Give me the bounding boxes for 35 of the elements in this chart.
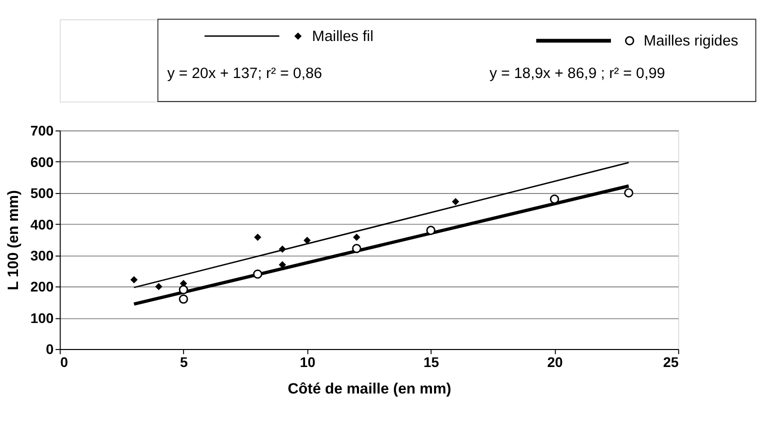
legend-label: Mailles rigides bbox=[644, 32, 738, 50]
x-tick-label: 10 bbox=[300, 354, 316, 370]
point bbox=[624, 188, 634, 198]
point bbox=[278, 245, 286, 253]
point bbox=[254, 234, 262, 241]
point bbox=[130, 276, 138, 284]
x-axis-title: Côté de maille (en mm) bbox=[288, 380, 452, 398]
y-tick-label: 500 bbox=[30, 185, 54, 202]
x-tick-label: 20 bbox=[547, 354, 563, 370]
point bbox=[155, 282, 162, 290]
text: y = 20x + 137; r² = 0,86 bbox=[167, 65, 322, 82]
y-tick-label: 100 bbox=[30, 310, 54, 326]
point bbox=[352, 244, 362, 254]
point bbox=[178, 294, 188, 304]
point bbox=[304, 236, 311, 244]
legend-label: Mailles fil bbox=[312, 28, 374, 45]
y-tick-label: 600 bbox=[30, 154, 54, 170]
y-tick-label: 400 bbox=[30, 216, 54, 232]
y-tick-label: 300 bbox=[30, 247, 54, 264]
x-tick-label: 15 bbox=[424, 354, 440, 370]
point bbox=[353, 234, 360, 241]
y-axis-title: L 100 (en mm) bbox=[5, 190, 22, 290]
point bbox=[178, 285, 188, 294]
point bbox=[426, 226, 436, 235]
x-tick-label: 25 bbox=[663, 354, 679, 370]
point bbox=[452, 198, 460, 206]
x-tick-label: 5 bbox=[180, 354, 188, 370]
y-tick-label: 0 bbox=[46, 341, 54, 358]
x-tick-label: 0 bbox=[60, 354, 68, 370]
y-tick-label: 200 bbox=[30, 278, 54, 295]
y-tick-label: 700 bbox=[30, 122, 54, 139]
point bbox=[278, 261, 286, 268]
point bbox=[550, 194, 560, 204]
point bbox=[253, 269, 262, 279]
text: y = 18,9x + 86,9 ; r² = 0,99 bbox=[489, 65, 666, 82]
